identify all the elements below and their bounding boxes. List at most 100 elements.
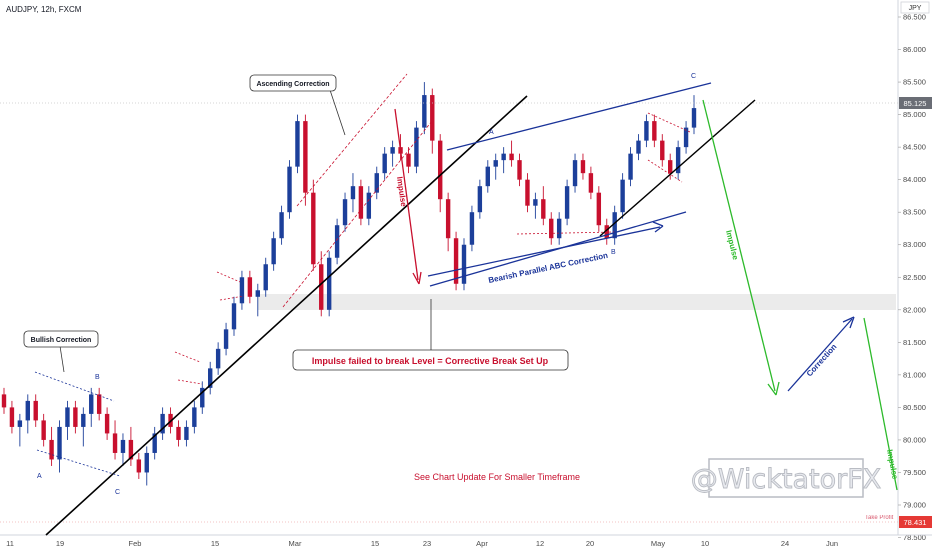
candle-body: [691, 108, 697, 128]
candle-body: [303, 121, 308, 193]
ascending-correction-upper[interactable]: [296, 73, 408, 207]
candle-body: [580, 160, 586, 174]
candle-body: [96, 394, 102, 414]
candle-body: [128, 439, 134, 460]
candle-body: [73, 407, 78, 427]
candle-body: [279, 212, 284, 239]
y-tick-label: 86.000: [903, 45, 926, 54]
x-tick-label: Mar: [289, 539, 302, 548]
correction-blue-label: Correction: [805, 342, 839, 378]
candle-body: [525, 179, 530, 206]
abc-channel-arrow[interactable]: [427, 226, 661, 277]
candle-body: [652, 121, 657, 141]
candle-body: [287, 166, 292, 213]
x-tick-label: 24: [781, 539, 789, 548]
candle-body: [604, 225, 609, 239]
callout-bullish-correction-text: Bullish Correction: [31, 337, 92, 344]
y-tick-label: 85.500: [903, 78, 926, 87]
candle-body: [374, 173, 379, 193]
y-tick-label: 86.500: [903, 13, 926, 22]
candle-body: [660, 140, 665, 161]
x-tick-label: 11: [6, 539, 14, 548]
wave-a-2: A: [489, 129, 494, 136]
candle-body: [57, 426, 62, 460]
impulse-green-arrow-1[interactable]: [702, 99, 776, 392]
candle-body: [263, 264, 268, 291]
candle-body: [136, 459, 142, 473]
x-tick-label: Feb: [129, 539, 142, 548]
currency-label: JPY: [909, 5, 922, 12]
candle-body: [239, 277, 245, 304]
y-tick-label: 81.000: [903, 370, 926, 379]
callout-ascending-correction: [249, 74, 337, 92]
candle-body: [644, 121, 649, 141]
lower-trendline[interactable]: [599, 99, 756, 237]
candle-body: [675, 147, 681, 174]
abc-channel-arrowhead: [652, 221, 664, 233]
impulse-red-arrow[interactable]: [394, 108, 419, 281]
abc-channel-upper[interactable]: [446, 82, 712, 151]
watermark: @WicktatorFX: [691, 464, 881, 495]
candle-body: [422, 95, 427, 128]
candle-body: [247, 277, 253, 297]
correction-blue-arrow[interactable]: [787, 318, 853, 392]
y-tick-label: 84.500: [903, 143, 926, 152]
candle-body: [176, 426, 181, 440]
candle-body: [366, 192, 372, 219]
flag-base-line: [516, 231, 615, 235]
candle-body: [461, 244, 467, 284]
candle-body: [683, 127, 689, 148]
wave-c-2: C: [691, 73, 696, 80]
price-axis[interactable]: [898, 0, 932, 550]
callout-bullish-correction: [23, 330, 99, 348]
candle-body: [319, 264, 324, 310]
candle-body: [493, 160, 498, 167]
y-tick-label: 79.500: [903, 468, 926, 477]
correction-blue-arrowhead: [842, 316, 855, 329]
candle-body: [160, 413, 165, 434]
candle-body: [144, 452, 149, 473]
x-tick-label: 15: [371, 539, 379, 548]
candle-body: [469, 212, 475, 245]
candle-body: [25, 400, 30, 421]
take-profit-badge: [899, 516, 932, 528]
impulse-green-label-1: Impulse: [724, 229, 740, 261]
last-price-value: 85.125: [904, 99, 927, 108]
x-tick-label: 10: [701, 539, 709, 548]
impulse-red-arrowhead: [412, 271, 422, 285]
candle-body: [556, 218, 562, 239]
bullish-correction-upper[interactable]: [34, 371, 115, 402]
candle-body: [184, 426, 189, 440]
candle-body: [255, 290, 260, 297]
x-tick-label: 12: [536, 539, 544, 548]
impulse-green-arrow-2[interactable]: [863, 317, 898, 491]
candle-body: [628, 153, 633, 180]
candle-body: [564, 186, 570, 219]
candle-body: [112, 433, 118, 453]
wave-c-1: C: [115, 489, 120, 496]
y-tick-label: 80.500: [903, 403, 926, 412]
candle-body: [358, 186, 364, 219]
y-tick-label: 79.000: [903, 501, 926, 510]
bullish-correction-lower[interactable]: [36, 449, 121, 477]
candle-body: [636, 140, 641, 154]
y-tick-label: 83.000: [903, 240, 926, 249]
watermark-box: [708, 458, 864, 498]
candle-body: [271, 238, 276, 265]
y-tick-label: 85.000: [903, 110, 926, 119]
last-price-badge: [899, 97, 932, 109]
y-tick-label: 82.500: [903, 273, 926, 282]
main-trendline[interactable]: [45, 95, 528, 536]
candle-body: [572, 160, 578, 187]
candle-body: [89, 394, 94, 414]
wave-a-1: A: [37, 473, 42, 480]
candle-body: [477, 186, 483, 213]
x-tick-label: May: [651, 539, 665, 548]
candle-body: [588, 173, 594, 193]
impulse-red-label: Impulse: [395, 176, 408, 208]
y-tick-label: 84.000: [903, 175, 926, 184]
candle-body: [350, 186, 356, 200]
callout-impulse-failed: [292, 349, 569, 371]
candle-body: [334, 225, 340, 258]
